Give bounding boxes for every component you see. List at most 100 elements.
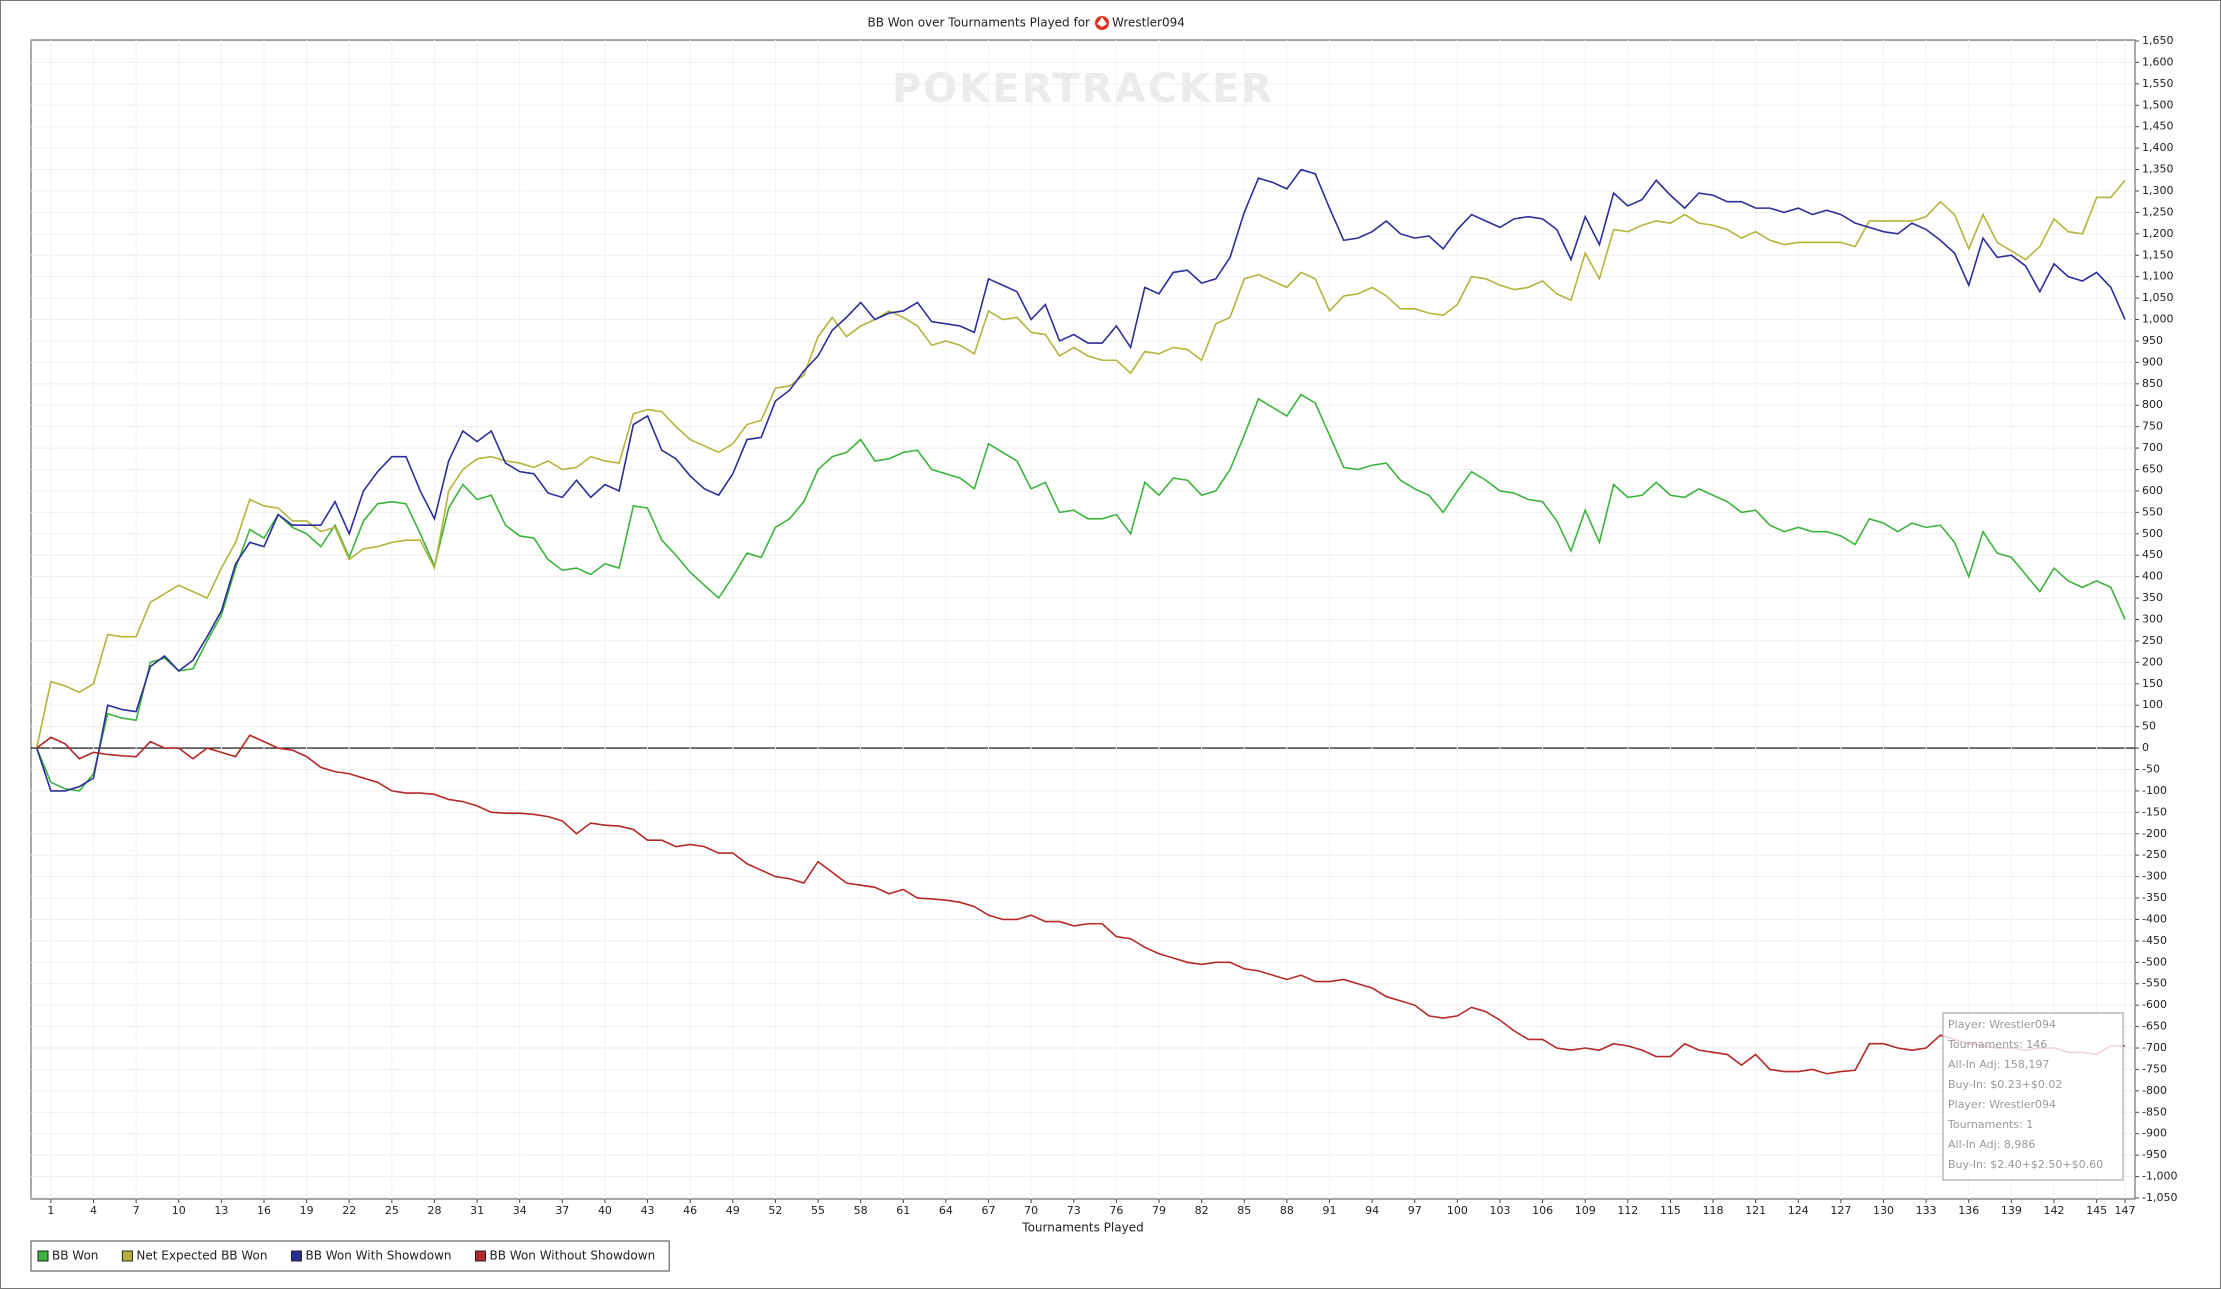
ticks: -1,050 -1,000 -950 -900 -850 -800 -750 -700 -650… xyxy=(47,34,2177,1217)
y-tick-label: -50 xyxy=(2142,762,2160,775)
x-tick-label: 145 xyxy=(2086,1204,2107,1217)
x-tick-label: 106 xyxy=(1532,1204,1553,1217)
y-tick-label: 1,500 xyxy=(2142,98,2174,111)
y-tick-label: 850 xyxy=(2142,377,2163,390)
x-tick-label: 64 xyxy=(939,1204,953,1217)
y-tick-label: -300 xyxy=(2142,870,2167,883)
y-tick-label: 1,400 xyxy=(2142,141,2174,154)
y-tick-label: 400 xyxy=(2142,570,2163,583)
y-tick-label: 1,450 xyxy=(2142,120,2174,133)
y-tick-label: 1,000 xyxy=(2142,313,2174,326)
legend-label: BB Won With Showdown xyxy=(305,1249,451,1263)
x-tick-label: 55 xyxy=(811,1204,825,1217)
watermark: POKERTRACKER xyxy=(892,66,1274,112)
x-tick-label: 40 xyxy=(598,1204,612,1217)
x-tick-label: 10 xyxy=(172,1204,186,1217)
y-tick-label: 800 xyxy=(2142,398,2163,411)
lines xyxy=(35,168,2126,1075)
x-tick-label: 112 xyxy=(1617,1204,1638,1217)
x-tick-label: 34 xyxy=(513,1204,527,1217)
x-tick-label: 127 xyxy=(1830,1204,1851,1217)
x-tick-label: 79 xyxy=(1152,1204,1166,1217)
tooltip-text: Player: Wrestler094 xyxy=(1948,1018,2056,1031)
x-tick-label: 100 xyxy=(1447,1204,1468,1217)
x-axis-label: Tournaments Played xyxy=(1021,1221,1143,1235)
y-tick-label: 450 xyxy=(2142,548,2163,561)
y-tick-label: 900 xyxy=(2142,355,2163,368)
tooltip-text: All-In Adj: 158,197 xyxy=(1948,1058,2049,1071)
y-tick-label: 1,150 xyxy=(2142,248,2174,261)
y-tick-label: -400 xyxy=(2142,912,2167,925)
legend-label: BB Won Without Showdown xyxy=(490,1249,656,1263)
y-tick-label: 1,050 xyxy=(2142,291,2174,304)
chart-title: BB Won over Tournaments Played for xyxy=(868,16,1091,30)
x-tick-label: 88 xyxy=(1280,1204,1294,1217)
legend-label: BB Won xyxy=(52,1249,98,1263)
y-tick-label: 700 xyxy=(2142,441,2163,454)
y-tick-label: -200 xyxy=(2142,827,2167,840)
series-line xyxy=(36,734,2126,1075)
x-tick-label: 147 xyxy=(2115,1204,2136,1217)
tooltip-text: Tournaments: 1 xyxy=(1947,1118,2033,1131)
x-tick-label: 7 xyxy=(133,1204,140,1217)
y-tick-label: 200 xyxy=(2142,655,2163,668)
y-tick-label: -450 xyxy=(2142,934,2167,947)
x-tick-label: 13 xyxy=(214,1204,228,1217)
y-tick-label: 600 xyxy=(2142,484,2163,497)
y-tick-label: 1,100 xyxy=(2142,270,2174,283)
x-tick-label: 73 xyxy=(1067,1204,1081,1217)
x-tick-label: 118 xyxy=(1703,1204,1724,1217)
legend-box xyxy=(30,1240,670,1272)
x-tick-label: 49 xyxy=(726,1204,740,1217)
x-tick-label: 67 xyxy=(982,1204,996,1217)
y-tick-label: -700 xyxy=(2142,1041,2167,1054)
y-tick-label: 1,600 xyxy=(2142,55,2174,68)
x-tick-label: 25 xyxy=(385,1204,399,1217)
y-tick-label: -250 xyxy=(2142,848,2167,861)
legend-swatch xyxy=(37,1250,49,1262)
x-tick-label: 85 xyxy=(1237,1204,1251,1217)
y-tick-label: 1,350 xyxy=(2142,163,2174,176)
legend-swatch xyxy=(121,1250,133,1262)
x-tick-label: 4 xyxy=(90,1204,97,1217)
x-tick-label: 28 xyxy=(427,1204,441,1217)
legend-swatch xyxy=(290,1250,302,1262)
y-tick-label: -150 xyxy=(2142,805,2167,818)
y-tick-label: 250 xyxy=(2142,634,2163,647)
y-tick-label: -650 xyxy=(2142,1020,2167,1033)
legend-swatch xyxy=(475,1250,486,1262)
x-tick-label: 133 xyxy=(1916,1204,1937,1217)
legend-label: Net Expected BB Won xyxy=(136,1249,267,1263)
y-tick-label: 300 xyxy=(2142,613,2163,626)
tooltip-text: Tournaments: 146 xyxy=(1947,1038,2047,1051)
y-tick-label: 50 xyxy=(2142,720,2156,733)
y-tick-label: 550 xyxy=(2142,505,2163,518)
y-tick-label: -800 xyxy=(2142,1084,2167,1097)
y-tick-label: 150 xyxy=(2142,677,2163,690)
x-tick-label: 58 xyxy=(854,1204,868,1217)
x-tick-label: 109 xyxy=(1575,1204,1596,1217)
y-tick-label: 1,250 xyxy=(2142,205,2174,218)
x-tick-label: 52 xyxy=(768,1204,782,1217)
x-tick-label: 43 xyxy=(641,1204,655,1217)
tooltip-text: All-In Adj: 8,986 xyxy=(1948,1138,2035,1151)
y-tick-label: 1,550 xyxy=(2142,77,2174,90)
x-tick-label: 76 xyxy=(1109,1204,1123,1217)
tooltip-text: Player: Wrestler094 xyxy=(1948,1098,2056,1111)
tooltip-text: Buy-In: $0.23+$0.02 xyxy=(1948,1078,2062,1091)
x-tick-label: 124 xyxy=(1788,1204,1809,1217)
x-tick-label: 1 xyxy=(47,1204,54,1217)
y-tick-label: 750 xyxy=(2142,420,2163,433)
y-tick-label: -600 xyxy=(2142,998,2167,1011)
y-tick-label: 1,650 xyxy=(2142,34,2174,47)
y-tick-label: -1,000 xyxy=(2142,1170,2177,1183)
y-tick-label: 100 xyxy=(2142,698,2163,711)
x-tick-label: 91 xyxy=(1322,1204,1336,1217)
y-tick-label: -900 xyxy=(2142,1127,2167,1140)
series-line xyxy=(35,393,2126,792)
x-tick-label: 97 xyxy=(1408,1204,1422,1217)
x-tick-label: 103 xyxy=(1489,1204,1510,1217)
y-tick-label: 950 xyxy=(2142,334,2163,347)
x-tick-label: 115 xyxy=(1660,1204,1681,1217)
y-tick-label: -1,050 xyxy=(2142,1191,2177,1204)
